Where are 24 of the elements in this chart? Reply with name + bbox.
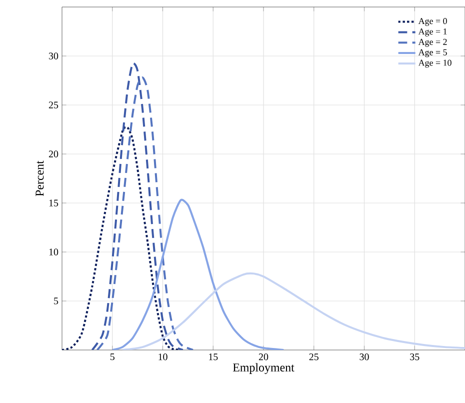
x-axis-title: Employment: [232, 363, 294, 374]
line-series: [91, 62, 184, 350]
y-tick-label: 30: [49, 52, 58, 60]
x-tick-label: 25: [309, 354, 318, 360]
x-tick-label: 5: [110, 354, 114, 360]
y-tick-label: 10: [49, 248, 58, 256]
y-tick-label: 15: [49, 200, 58, 206]
legend-label: Age = 5: [418, 49, 447, 58]
y-tick-label: 20: [48, 150, 58, 158]
line-series: [121, 272, 465, 350]
legend-label: Age = 2: [418, 38, 447, 47]
y-axis-title: Percent: [36, 160, 44, 196]
y-tick-label: 5: [54, 298, 58, 304]
legend-label: Age = 0: [418, 18, 447, 26]
line-series: [111, 199, 285, 350]
x-tick-label: 15: [209, 354, 218, 360]
legend-label: Age = 1: [418, 28, 447, 36]
x-tick-label: 35: [410, 354, 420, 360]
legend-label: Age = 10: [418, 60, 452, 68]
x-tick-label: 20: [258, 354, 268, 360]
y-tick-label: 25: [48, 102, 58, 108]
x-tick-label: 10: [158, 354, 168, 360]
line-series: [96, 76, 194, 350]
x-tick-label: 30: [360, 354, 369, 360]
